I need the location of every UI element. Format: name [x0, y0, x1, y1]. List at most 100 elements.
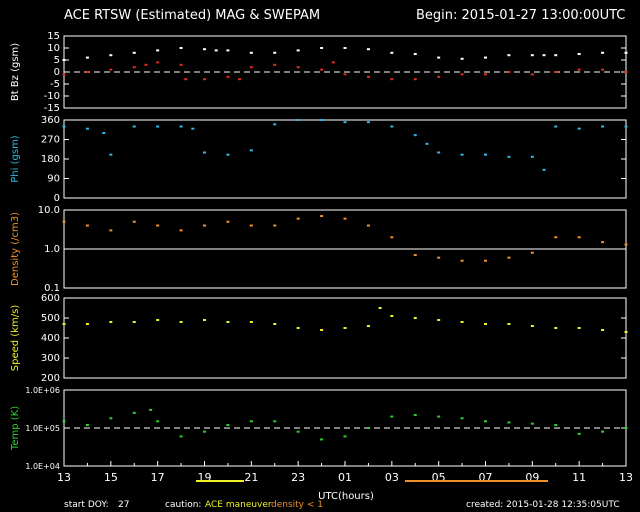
data-point-bt — [214, 49, 218, 52]
start-doy-value: 27 — [118, 500, 129, 510]
data-point-speed — [132, 321, 136, 323]
data-point-speed — [320, 329, 324, 331]
data-point-bz — [132, 66, 136, 69]
data-point-density — [390, 236, 394, 239]
data-point-speed — [343, 327, 347, 329]
data-point-phi — [601, 125, 605, 128]
data-point-bt — [62, 59, 66, 61]
data-point-phi — [102, 132, 106, 134]
data-point-phi — [542, 168, 546, 171]
data-point-phi — [320, 119, 324, 121]
data-point-speed — [437, 319, 441, 321]
data-point-phi — [249, 149, 253, 152]
data-point-phi — [366, 121, 370, 124]
data-point-bt — [273, 51, 277, 54]
data-point-density — [507, 256, 511, 259]
data-point-phi — [425, 142, 429, 145]
data-point-bz — [343, 73, 347, 76]
data-point-speed — [390, 315, 394, 317]
data-point-density — [156, 224, 160, 227]
data-point-bz — [577, 68, 581, 71]
data-point-temp — [156, 420, 160, 423]
data-point-bt — [601, 51, 605, 54]
caution-density: density < 1 — [271, 500, 323, 510]
data-point-density — [226, 220, 230, 223]
data-point-density — [273, 224, 277, 227]
data-point-temp — [132, 411, 136, 414]
data-point-density — [132, 220, 136, 223]
x-tick-label: 15 — [104, 471, 118, 484]
data-point-bt — [132, 51, 136, 54]
data-point-bz — [203, 78, 206, 81]
data-point-temp — [62, 420, 66, 423]
data-point-bz — [460, 73, 464, 76]
x-tick-label: 21 — [244, 471, 258, 484]
data-point-density — [343, 217, 347, 220]
data-point-bz — [296, 66, 300, 69]
data-point-temp — [249, 420, 253, 423]
data-point-density — [85, 224, 89, 227]
x-tick-label: 13 — [57, 471, 71, 484]
data-point-density — [530, 251, 534, 254]
data-point-temp — [413, 413, 417, 416]
data-point-temp — [85, 423, 89, 426]
x-tick-label: 19 — [198, 471, 212, 484]
y-tick-label: 1.0E+06 — [25, 386, 60, 395]
data-point-speed — [378, 307, 382, 309]
data-point-speed — [413, 317, 417, 319]
data-point-phi — [109, 153, 113, 156]
data-point-speed — [203, 319, 206, 321]
data-point-bt — [343, 47, 347, 49]
data-point-phi — [507, 155, 511, 158]
y-tick-label: 0.1 — [44, 283, 60, 294]
data-point-temp — [366, 427, 370, 429]
data-point-bt — [203, 48, 206, 51]
data-point-density — [460, 259, 464, 262]
x-tick-label: 03 — [385, 471, 399, 484]
data-point-phi — [156, 125, 160, 128]
data-point-speed — [366, 325, 370, 327]
caution-label: caution: — [165, 500, 201, 510]
data-point-bz — [554, 71, 558, 73]
data-point-temp — [437, 415, 441, 418]
data-point-speed — [460, 321, 464, 323]
data-point-bt — [85, 56, 89, 59]
data-point-bt — [530, 54, 534, 57]
data-point-bz — [530, 73, 534, 76]
x-tick-label: 23 — [291, 471, 305, 484]
data-point-bz — [320, 68, 324, 71]
y-tick-label: 5 — [54, 55, 60, 66]
data-point-speed — [226, 321, 230, 323]
data-point-density — [109, 229, 113, 232]
data-point-bt — [320, 47, 324, 49]
data-point-temp — [484, 420, 487, 423]
data-point-phi — [179, 125, 183, 128]
data-point-density — [484, 259, 487, 262]
data-point-density — [601, 241, 605, 244]
y-tick-label: 15 — [47, 31, 60, 42]
data-point-phi — [85, 127, 89, 130]
data-point-phi — [226, 153, 230, 156]
y-tick-label: 1.0E+05 — [25, 424, 60, 433]
x-tick-label: 17 — [151, 471, 165, 484]
data-point-speed — [249, 321, 253, 323]
data-point-density — [249, 224, 253, 227]
x-tick-label: 01 — [338, 471, 352, 484]
y-tick-label: 10.0 — [38, 205, 60, 216]
data-point-phi — [62, 125, 66, 128]
data-point-bz — [249, 66, 253, 69]
y-tick-label: 600 — [41, 293, 60, 304]
y-tick-label: 1.0E+04 — [25, 462, 60, 471]
y-axis-label: Density (/cm3) — [10, 212, 21, 286]
data-point-phi — [554, 125, 558, 128]
data-point-density — [413, 254, 417, 257]
data-point-bz — [184, 78, 188, 81]
data-point-bt — [437, 56, 441, 59]
y-tick-label: 180 — [41, 154, 60, 165]
data-point-bz — [226, 75, 230, 78]
data-point-speed — [624, 331, 628, 333]
data-point-phi — [577, 127, 581, 130]
data-point-speed — [85, 323, 89, 325]
data-point-phi — [437, 151, 441, 154]
data-point-bt — [366, 48, 370, 51]
